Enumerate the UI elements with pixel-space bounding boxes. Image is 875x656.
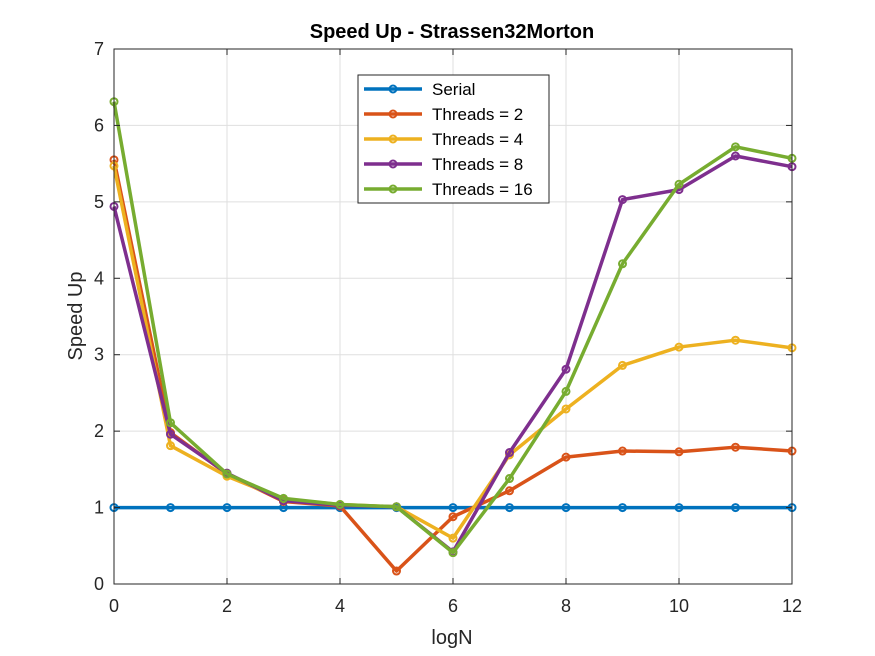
data-point: [618, 195, 627, 205]
data-point: [505, 448, 514, 458]
legend: Serial Threads = 2 Threads = 4 Threads = 8 T…: [357, 74, 550, 204]
data-point: [335, 500, 345, 510]
data-point: [674, 447, 684, 457]
data-point: [505, 474, 514, 484]
y-tick-label: 3: [94, 345, 104, 365]
legend-item: Threads = 2: [364, 105, 523, 124]
data-point: [561, 452, 571, 462]
legend-swatch-marker: [388, 134, 398, 144]
chart-title: Speed Up - Strassen32Morton: [310, 21, 595, 43]
legend-label: Threads = 2: [432, 105, 523, 124]
x-tick-label: 8: [561, 596, 571, 616]
y-tick-label: 7: [94, 39, 104, 59]
data-point: [166, 429, 175, 439]
x-tick-label: 6: [448, 596, 458, 616]
data-point: [674, 179, 684, 189]
data-point: [674, 342, 684, 352]
data-point: [618, 503, 627, 513]
data-point: [618, 446, 627, 456]
legend-label: Serial: [432, 80, 475, 99]
axes: [113, 48, 793, 585]
legend-label: Threads = 4: [432, 130, 523, 149]
data-point: [731, 151, 740, 161]
series-4: [109, 97, 797, 558]
data-point: [674, 503, 684, 513]
legend-item: Serial: [364, 80, 475, 99]
y-tick-label: 5: [94, 192, 104, 212]
y-tick-label: 4: [94, 268, 104, 288]
data-point: [448, 533, 458, 543]
y-tick-label: 2: [94, 421, 104, 441]
legend-swatch-marker: [388, 159, 398, 169]
data-point: [505, 503, 514, 513]
data-point: [561, 386, 571, 396]
x-tick-label: 10: [669, 596, 689, 616]
data-point: [392, 502, 401, 512]
data-point: [166, 441, 175, 451]
legend-item: Threads = 4: [364, 130, 523, 149]
data-point: [222, 503, 232, 513]
legend-label: Threads = 16: [432, 180, 533, 199]
legend-swatch-marker: [388, 184, 398, 194]
legend-label: Threads = 8: [432, 155, 523, 174]
data-point: [166, 418, 175, 428]
x-tick-label: 4: [335, 596, 345, 616]
data-point: [561, 503, 571, 513]
data-point: [392, 566, 401, 576]
data-point: [166, 503, 175, 513]
x-tick-label: 12: [782, 596, 802, 616]
data-point: [279, 493, 288, 503]
data-point: [448, 548, 458, 558]
y-axis-label: Speed Up: [65, 272, 87, 361]
data-point: [561, 364, 571, 374]
data-point: [731, 503, 740, 513]
data-point: [448, 503, 458, 513]
data-point: [618, 360, 627, 370]
data-point: [731, 442, 740, 452]
data-point: [448, 512, 458, 522]
legend-item: Threads = 16: [364, 180, 533, 199]
y-tick-label: 6: [94, 115, 104, 135]
data-point: [222, 469, 232, 479]
y-tick-label: 1: [94, 498, 104, 518]
data-point: [561, 404, 571, 414]
legend-item: Threads = 8: [364, 155, 523, 174]
x-tick-label: 0: [109, 596, 119, 616]
data-point: [618, 259, 627, 269]
legend-swatch-marker: [388, 109, 398, 119]
data-point: [505, 486, 514, 496]
x-axis-label: logN: [431, 627, 472, 649]
series-line: [112, 101, 793, 555]
x-tick-label: 2: [222, 596, 232, 616]
data-point: [731, 335, 740, 345]
y-tick-label: 0: [94, 574, 104, 594]
data-point: [731, 142, 740, 152]
legend-swatch-marker: [388, 84, 398, 94]
